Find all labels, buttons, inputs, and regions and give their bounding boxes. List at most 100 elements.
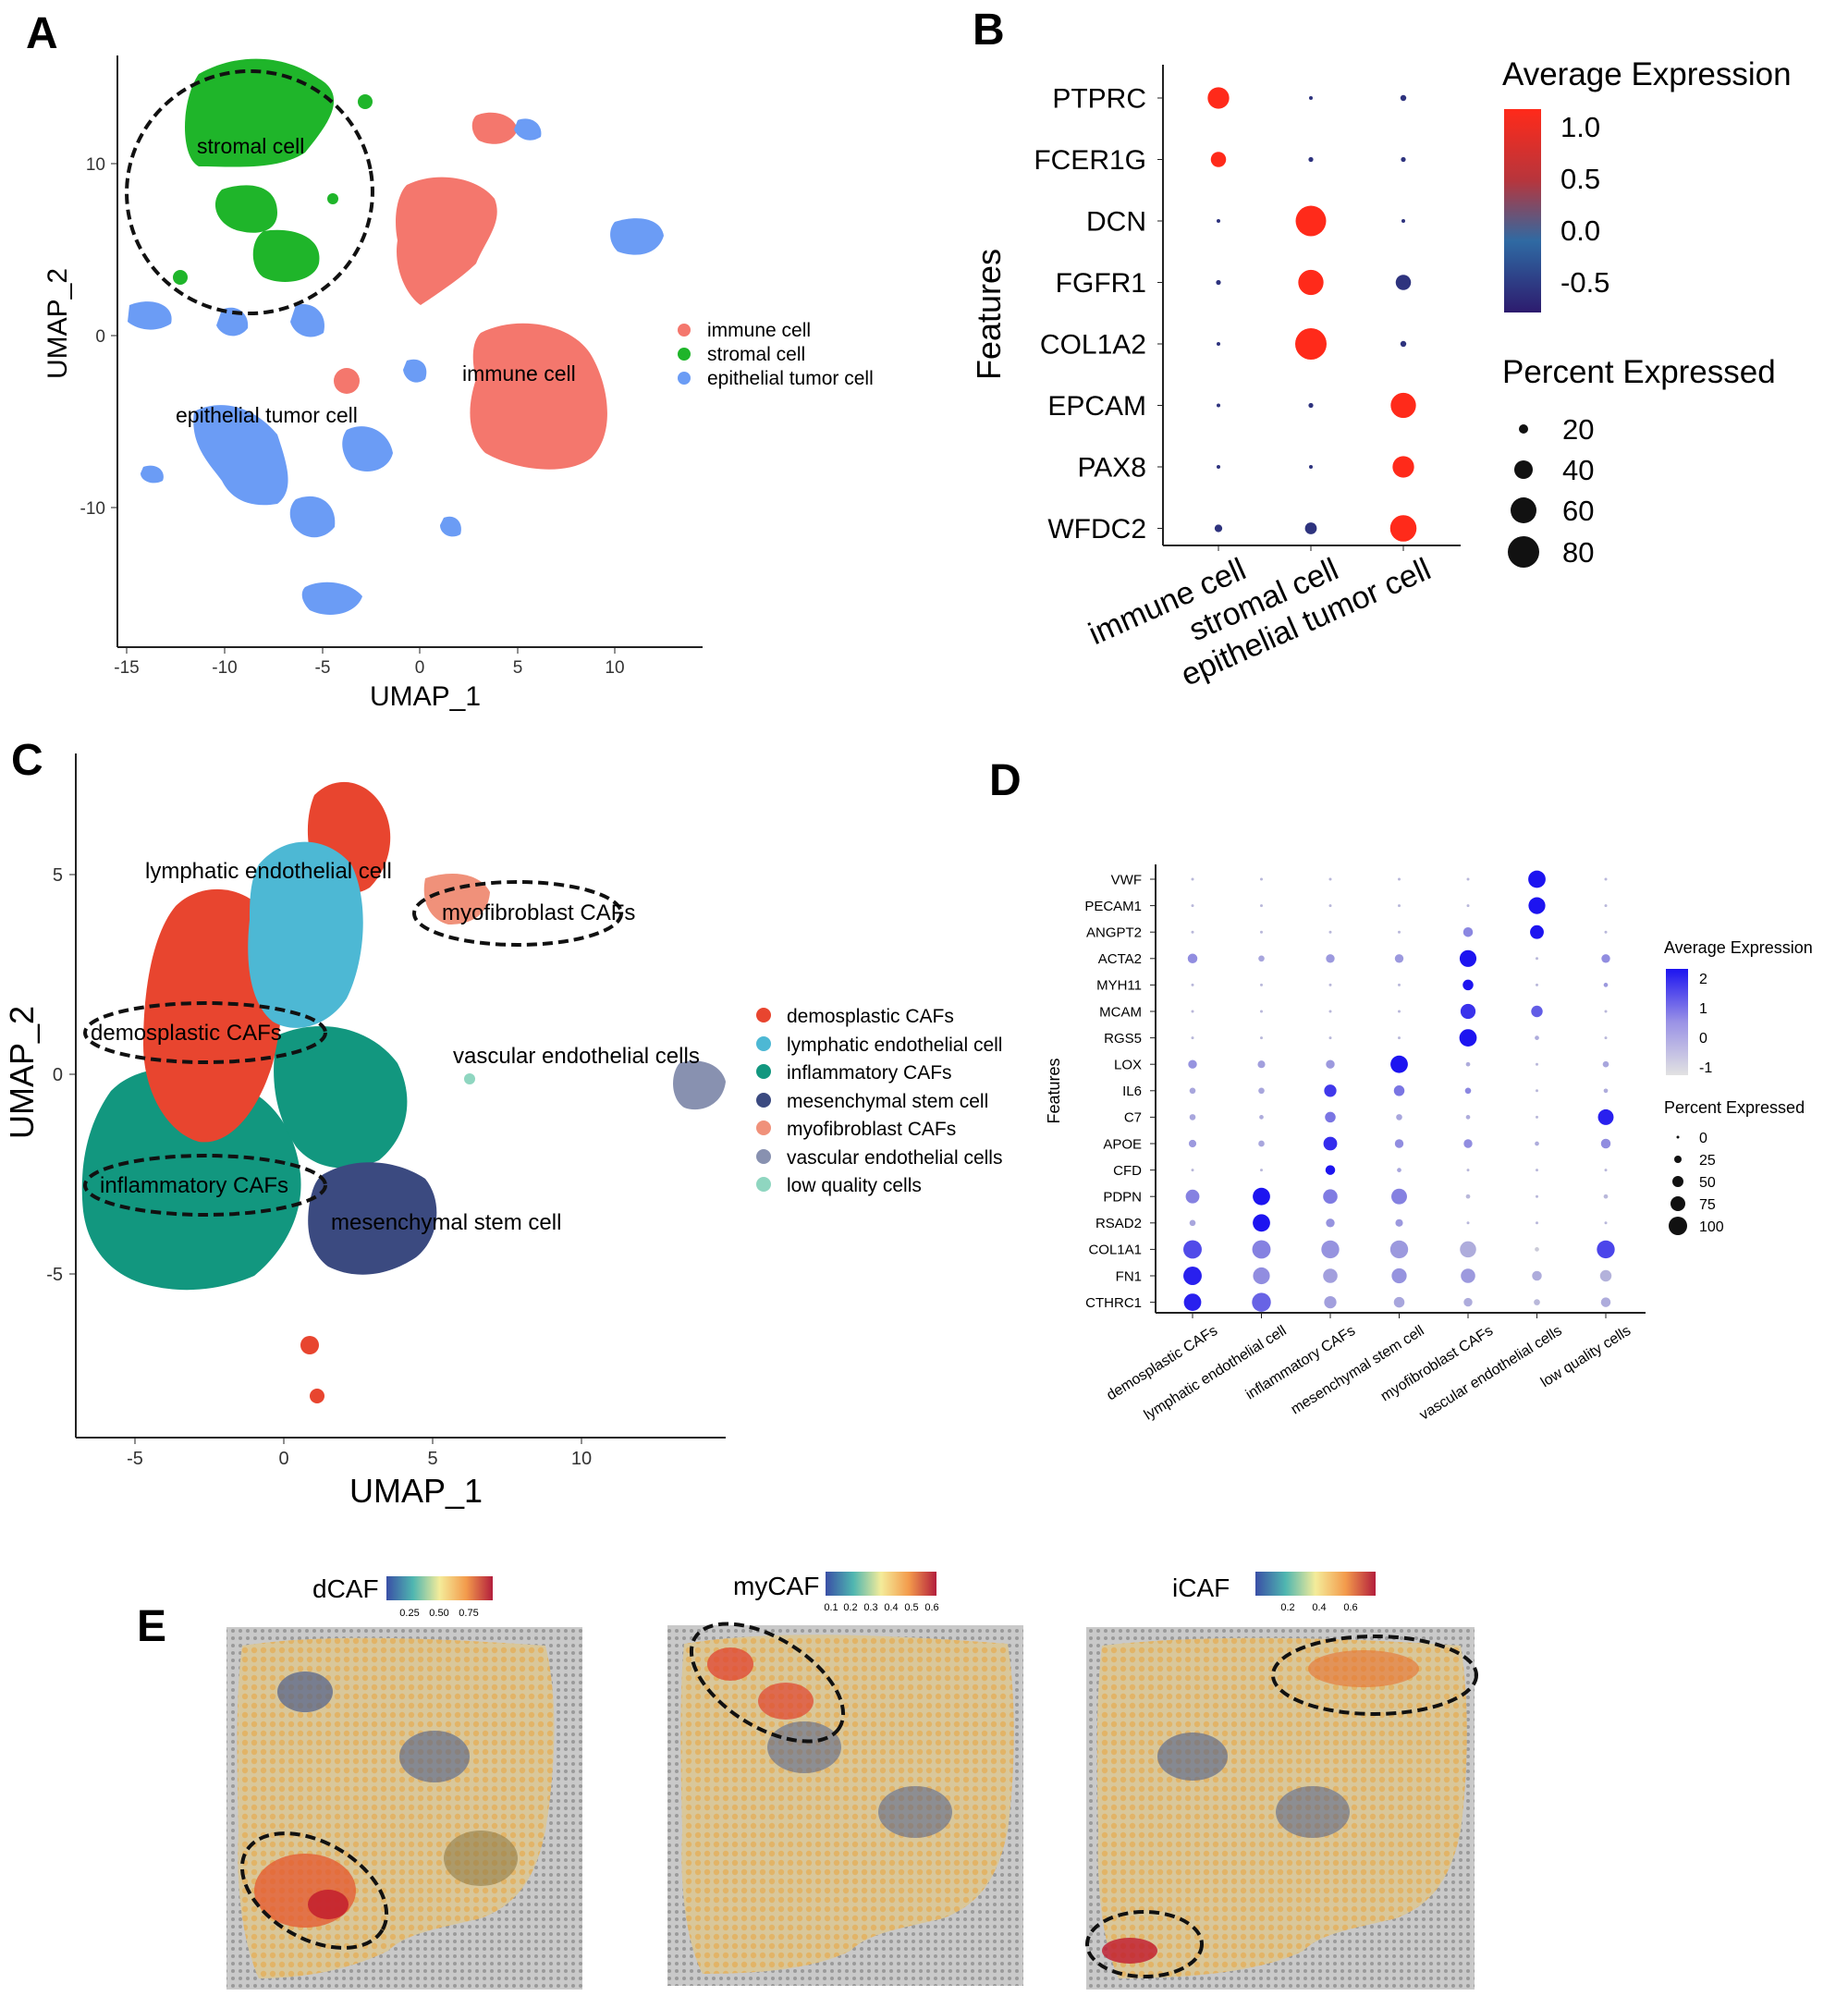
feature-label: ANGPT2 xyxy=(1086,925,1142,940)
dot-point xyxy=(1328,904,1332,908)
dot-point xyxy=(1393,1296,1405,1308)
dot-point xyxy=(1534,1299,1540,1305)
dot-point xyxy=(1460,1003,1476,1020)
legend-swatch xyxy=(756,1093,771,1108)
tissue-high-region xyxy=(1308,1650,1419,1687)
panel-letter-b: B xyxy=(973,6,1005,55)
dot-point xyxy=(1536,1221,1538,1225)
panel-letter-a: A xyxy=(26,9,58,58)
map-colorbar xyxy=(386,1576,493,1600)
tissue-high-region xyxy=(1102,1938,1157,1964)
epithelial-cluster xyxy=(440,516,461,537)
dot-point xyxy=(1257,1060,1266,1069)
dot-point xyxy=(1461,1268,1475,1283)
size-swatch xyxy=(1519,424,1528,434)
stromal-cluster xyxy=(185,58,335,167)
dot-point xyxy=(1604,1010,1608,1013)
dot-point xyxy=(1463,1139,1473,1148)
x-tick-label: -5 xyxy=(315,658,331,678)
dot-point xyxy=(1183,1240,1202,1259)
mesenchymal-cluster xyxy=(308,1162,437,1275)
color-tick: -1 xyxy=(1699,1060,1712,1076)
legend-swatch xyxy=(756,1008,771,1022)
legend-size-title: Percent Expressed xyxy=(1502,354,1776,390)
dot-point xyxy=(1260,1010,1263,1013)
spatial-map-icaf: iCAF 0.2 0.4 0.6 xyxy=(1085,1572,1478,1990)
dot-point xyxy=(1324,1295,1337,1309)
x-tick-label: 10 xyxy=(571,1449,592,1469)
mycaf-highlight-ellipse xyxy=(689,1622,846,1744)
map-colorbar-tick: 0.6 xyxy=(1343,1602,1357,1613)
demosplastic-cluster xyxy=(300,1336,319,1354)
dot-point xyxy=(1189,1087,1196,1095)
annotation-lymphatic: lymphatic endothelial cell xyxy=(145,859,392,884)
y-tick-label: 5 xyxy=(53,865,63,886)
feature-label: EPCAM xyxy=(1047,391,1146,422)
feature-label: COL1A1 xyxy=(1088,1243,1142,1258)
stromal-cluster xyxy=(173,270,188,285)
x-tick-label: 5 xyxy=(427,1449,437,1469)
map-colorbar-tick: 0.75 xyxy=(459,1608,478,1619)
legend-swatch xyxy=(756,1177,771,1192)
y-axis-title-d: Features xyxy=(1045,1058,1063,1123)
legend-swatch xyxy=(678,372,691,385)
feature-label: PECAM1 xyxy=(1084,899,1142,914)
annotation-inflammatory: inflammatory CAFs xyxy=(100,1173,288,1198)
color-tick: 0.5 xyxy=(1560,163,1600,195)
tissue-section xyxy=(680,1635,1014,1974)
dot-point xyxy=(1309,465,1313,469)
legend-a: immune cell stromal cell epithelial tumo… xyxy=(678,320,874,389)
dot-point xyxy=(1460,1241,1476,1258)
epithelial-cluster xyxy=(342,426,393,471)
dot-point xyxy=(1528,870,1546,888)
dot-point xyxy=(1601,954,1610,963)
dot-point xyxy=(1604,1169,1608,1172)
x-tick-label: 0 xyxy=(278,1449,288,1469)
map-title: dCAF xyxy=(312,1574,379,1603)
category-label: mesenchymal stem cell xyxy=(1289,1323,1427,1418)
dot-point xyxy=(1207,87,1230,109)
legend-label: inflammatory CAFs xyxy=(787,1062,952,1084)
size-swatch xyxy=(1511,497,1536,523)
stromal-cluster xyxy=(358,94,373,109)
dot-point xyxy=(1398,983,1401,986)
y-axis-title-a: UMAP_2 xyxy=(43,268,73,379)
legend-color-title: Average Expression xyxy=(1502,56,1792,92)
panel-d: D VWF PECAM1 ANGPT2 ACTA2 MYH11 MCAM RGS5 LOX IL… xyxy=(989,756,1813,1424)
legend-b: Average Expression 1.0 0.5 0.0 -0.5 Perc… xyxy=(1502,56,1792,569)
dot-point xyxy=(1217,403,1220,408)
size-tick: 100 xyxy=(1699,1219,1724,1235)
dot-point xyxy=(1536,1115,1538,1119)
dot-point xyxy=(1401,219,1405,223)
legend-swatch xyxy=(756,1149,771,1164)
dot-point xyxy=(1298,269,1324,296)
icaf-top-highlight-ellipse xyxy=(1271,1635,1478,1716)
dot-point xyxy=(1183,1267,1202,1285)
dot-point xyxy=(1191,983,1194,986)
tissue-low-region xyxy=(878,1786,952,1838)
umap-clusters-a xyxy=(128,58,664,615)
x-ticks-a: -15 -10 -5 0 5 10 xyxy=(114,647,625,678)
x-tick-label: -15 xyxy=(114,658,139,678)
dot-point xyxy=(1216,279,1221,286)
dot-point xyxy=(1217,465,1220,469)
legend-label: mesenchymal stem cell xyxy=(787,1091,988,1112)
x-tick-label: 10 xyxy=(605,658,624,678)
tissue-low-region xyxy=(444,1831,518,1886)
panel-e: E dCAF 0.25 0.50 0.75 myCAF 0.1 0.2 0.3 … xyxy=(137,1572,1478,1990)
dot-point xyxy=(1326,954,1335,963)
map-colorbar-tick: 0.3 xyxy=(863,1602,877,1613)
dot-point xyxy=(1603,1088,1609,1094)
dot-point xyxy=(1600,1297,1611,1307)
dot-point xyxy=(1323,1268,1338,1283)
dotplot-b: PTPRCFCER1GDCNFGFR1COL1A2EPCAMPAX8WFDC2i… xyxy=(1034,84,1436,693)
dot-point xyxy=(1532,1270,1542,1281)
legend-swatch xyxy=(678,348,691,361)
dot-point xyxy=(1328,877,1332,881)
map-colorbar-tick: 0.2 xyxy=(843,1602,857,1613)
annotation-stromal: stromal cell xyxy=(197,134,304,158)
y-tick-label: 0 xyxy=(53,1065,63,1085)
dot-point xyxy=(1465,1194,1471,1199)
x-tick-label: 0 xyxy=(415,658,425,678)
dot-point xyxy=(1394,1139,1404,1148)
